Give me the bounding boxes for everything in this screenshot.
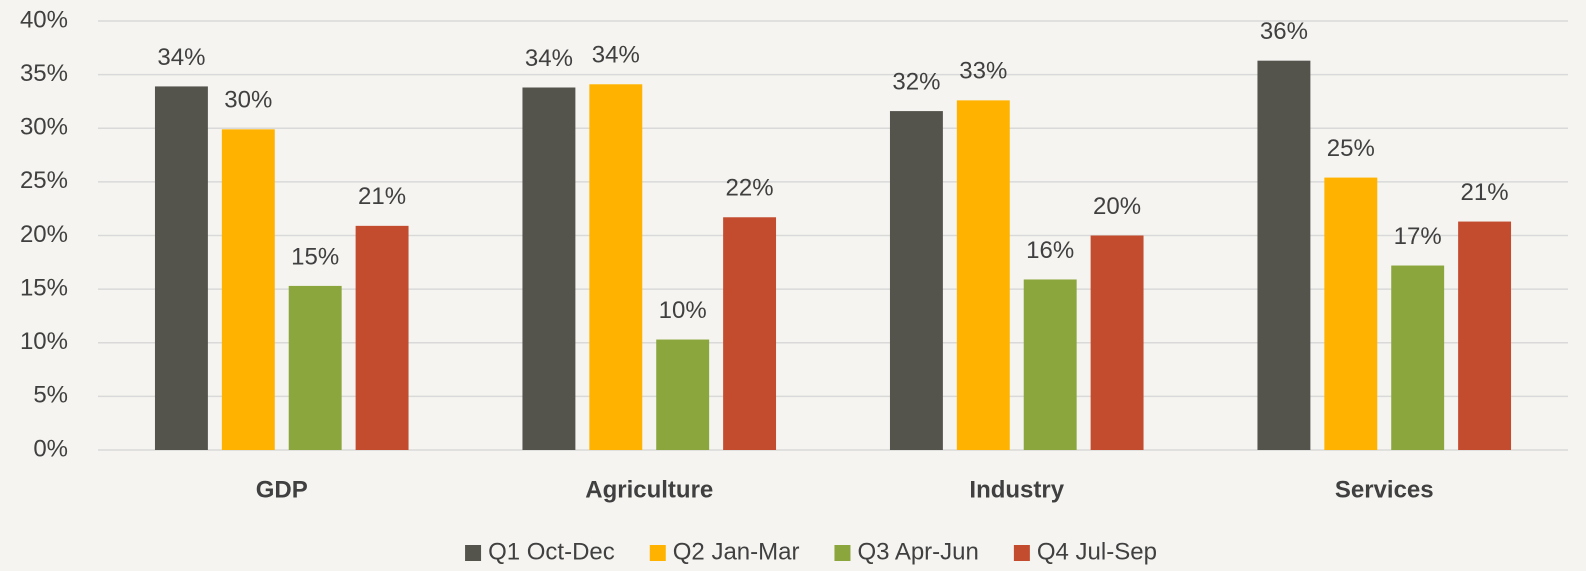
legend-label: Q3 Apr-Jun bbox=[857, 538, 978, 565]
value-label: 34% bbox=[525, 45, 573, 72]
value-label: 33% bbox=[959, 58, 1007, 85]
value-label: 36% bbox=[1260, 18, 1308, 45]
value-label: 22% bbox=[726, 175, 774, 202]
bar bbox=[589, 84, 643, 450]
bar bbox=[1391, 265, 1445, 450]
x-tick-label: GDP bbox=[256, 476, 308, 503]
y-tick-label: 40% bbox=[20, 6, 68, 33]
value-label: 17% bbox=[1394, 223, 1442, 250]
x-tick-label: Services bbox=[1335, 476, 1434, 503]
y-tick-label: 5% bbox=[33, 382, 68, 409]
bar bbox=[522, 87, 576, 451]
bar bbox=[288, 285, 342, 450]
value-label: 34% bbox=[157, 44, 205, 71]
bar bbox=[1023, 279, 1077, 450]
bar bbox=[355, 225, 409, 450]
value-label: 16% bbox=[1026, 237, 1074, 264]
legend-label: Q2 Jan-Mar bbox=[673, 538, 800, 565]
bar bbox=[154, 86, 208, 451]
value-label: 21% bbox=[1461, 179, 1509, 206]
value-label: 15% bbox=[291, 243, 339, 270]
y-tick-label: 0% bbox=[33, 435, 68, 462]
value-label: 34% bbox=[592, 42, 640, 69]
value-label: 10% bbox=[659, 297, 707, 324]
x-tick-label: Agriculture bbox=[585, 476, 713, 503]
legend-swatch bbox=[649, 545, 666, 561]
legend-swatch bbox=[834, 545, 851, 561]
y-tick-label: 15% bbox=[20, 274, 68, 301]
value-label: 21% bbox=[358, 183, 406, 210]
y-tick-label: 20% bbox=[20, 221, 68, 248]
bar bbox=[889, 111, 943, 450]
bar bbox=[956, 100, 1010, 451]
x-tick-label: Industry bbox=[969, 476, 1064, 503]
bar bbox=[723, 217, 777, 450]
value-label: 32% bbox=[892, 68, 940, 95]
bar bbox=[1090, 235, 1144, 450]
value-label: 30% bbox=[224, 87, 272, 114]
bar bbox=[221, 129, 275, 450]
legend-swatch bbox=[1013, 545, 1030, 561]
y-tick-label: 10% bbox=[20, 328, 68, 355]
value-label: 20% bbox=[1093, 193, 1141, 220]
legend-label: Q1 Oct-Dec bbox=[488, 538, 615, 565]
bar bbox=[656, 339, 710, 450]
bar bbox=[1458, 221, 1512, 450]
value-label: 25% bbox=[1327, 135, 1375, 162]
legend-swatch bbox=[465, 545, 482, 561]
y-tick-label: 35% bbox=[20, 60, 68, 87]
bar bbox=[1257, 60, 1311, 451]
legend-label: Q4 Jul-Sep bbox=[1037, 538, 1157, 565]
y-tick-label: 30% bbox=[20, 114, 68, 141]
y-tick-label: 25% bbox=[20, 167, 68, 194]
bar bbox=[1324, 177, 1378, 450]
